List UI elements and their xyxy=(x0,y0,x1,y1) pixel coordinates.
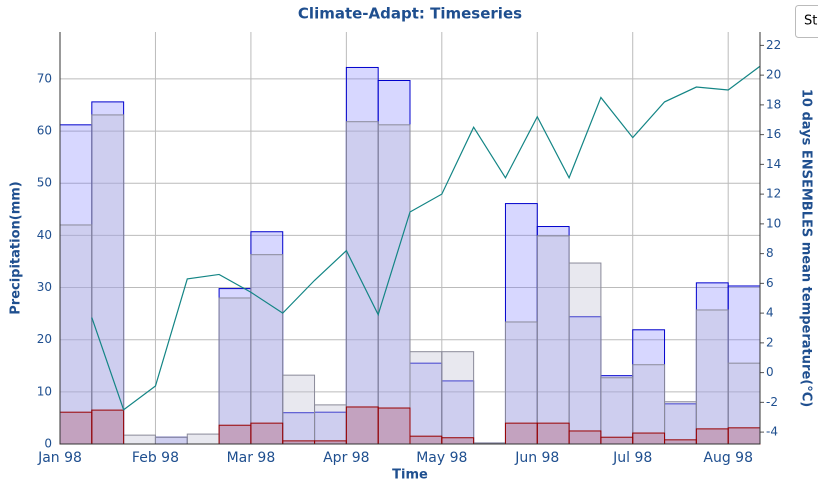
bar xyxy=(314,404,347,445)
y-tick-label: 70 xyxy=(37,71,52,85)
bar xyxy=(568,430,602,445)
bar xyxy=(250,422,284,445)
bar xyxy=(536,422,570,445)
chart-title: Climate-Adapt: Timeseries xyxy=(298,5,522,23)
bar xyxy=(282,374,316,445)
bar xyxy=(250,254,284,445)
x-axis-label: Time xyxy=(392,468,428,483)
bar xyxy=(727,362,761,445)
y2-tick-label: 14 xyxy=(766,157,781,171)
y-axis-label: Precipitation(mm) xyxy=(9,181,24,315)
bar xyxy=(727,285,761,445)
bar xyxy=(600,436,634,445)
y2-tick-label: 22 xyxy=(766,38,781,52)
y-tick-label: 20 xyxy=(37,332,52,346)
y2-tick-label: 2 xyxy=(766,335,774,349)
y2-tick-label: 18 xyxy=(766,97,781,111)
bar xyxy=(664,401,697,445)
bar xyxy=(91,409,125,445)
bar xyxy=(441,351,475,445)
y2-tick-label: 12 xyxy=(766,187,781,201)
bar xyxy=(536,235,570,445)
bar xyxy=(154,436,188,445)
bar xyxy=(664,439,697,445)
bar xyxy=(250,231,284,445)
x-tick-label: May 98 xyxy=(416,450,467,466)
y-tick-label: 60 xyxy=(37,124,52,138)
bar xyxy=(409,362,443,445)
x-tick-label: Feb 98 xyxy=(132,450,179,466)
bar xyxy=(218,424,252,445)
button-label[interactable]: St xyxy=(804,14,817,29)
x-tick-label: Apr 98 xyxy=(323,450,369,466)
y2-tick-label: 10 xyxy=(766,216,781,230)
bar xyxy=(91,114,125,445)
bar xyxy=(345,406,379,445)
y2-tick-label: -4 xyxy=(766,425,778,439)
bar xyxy=(536,226,570,445)
bar xyxy=(695,309,729,445)
bar xyxy=(377,407,411,445)
bar xyxy=(632,432,666,445)
y2-tick-label: -2 xyxy=(766,395,778,409)
y2-tick-label: 8 xyxy=(766,246,774,260)
y2-tick-label: 4 xyxy=(766,306,774,320)
line xyxy=(91,65,761,411)
bar xyxy=(59,224,93,445)
x-tick-label: Aug 98 xyxy=(703,450,753,466)
y2-axis-label: 10 days ENSEMBLES mean temperature(°C) xyxy=(799,89,814,407)
bar xyxy=(123,434,156,445)
bar xyxy=(695,428,729,445)
y2-tick-label: 6 xyxy=(766,276,774,290)
bar xyxy=(59,411,93,445)
x-tick-label: Mar 98 xyxy=(227,450,276,466)
bar xyxy=(632,364,666,445)
bar xyxy=(600,375,634,445)
y2-tick-label: 20 xyxy=(766,68,781,82)
y-tick-label: 40 xyxy=(37,228,52,242)
y-tick-label: 0 xyxy=(44,437,52,451)
y-tick-label: 10 xyxy=(37,384,52,398)
bar xyxy=(727,427,761,445)
bar xyxy=(504,422,538,445)
bar xyxy=(218,297,252,445)
bar xyxy=(568,262,602,445)
bar xyxy=(345,66,379,445)
bar xyxy=(504,203,538,445)
y2-tick-label: 16 xyxy=(766,127,781,141)
y-tick-label: 30 xyxy=(37,280,52,294)
bar xyxy=(409,351,443,445)
bar xyxy=(441,380,475,445)
bar xyxy=(91,101,125,445)
bar xyxy=(409,435,443,445)
y2-tick-label: 0 xyxy=(766,365,774,379)
button[interactable] xyxy=(795,5,818,38)
bar xyxy=(600,377,634,445)
bar xyxy=(186,433,220,445)
x-tick-label: Jun 98 xyxy=(514,450,559,466)
x-tick-label: Jan 98 xyxy=(37,450,82,466)
bar xyxy=(377,124,411,445)
bar xyxy=(441,437,475,445)
bar xyxy=(568,316,602,445)
y-tick-label: 50 xyxy=(37,176,52,190)
x-tick-label: Jul 98 xyxy=(612,450,652,466)
